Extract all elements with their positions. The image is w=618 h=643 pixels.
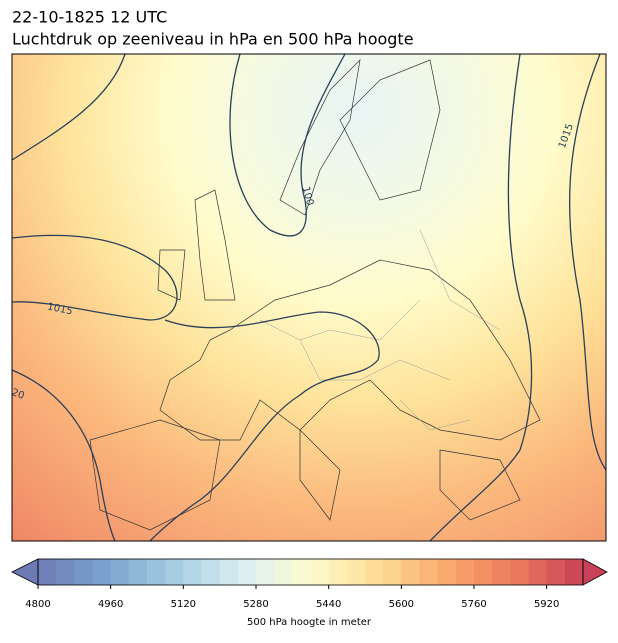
subtitle: Luchtdruk op zeeniveau in hPa en 500 hPa…: [12, 30, 414, 49]
colorbar-bin: [437, 559, 457, 585]
colorbar-bin: [383, 559, 402, 585]
colorbar-tick-label: 5120: [171, 599, 196, 610]
colorbar-bin: [183, 559, 202, 585]
colorbar-tick-label: 5440: [316, 599, 341, 610]
colorbar-bin: [419, 559, 439, 585]
colorbar-bin: [256, 559, 275, 585]
colorbar-bin: [292, 559, 311, 585]
colorbar-bin: [92, 559, 112, 585]
contour-label: 20: [10, 387, 26, 402]
colorbar-bin: [237, 559, 257, 585]
colorbar-bin: [455, 559, 475, 585]
colorbar-extend-low: [11, 558, 39, 586]
colorbar-tick-label: 5920: [534, 599, 559, 610]
isobar: [12, 54, 126, 161]
colorbar-bin: [492, 559, 511, 585]
colorbar-bin: [147, 559, 166, 585]
colorbar-bin: [528, 559, 548, 585]
colorbar-bin: [328, 559, 348, 585]
map: 1015 1015 100 20: [10, 54, 606, 541]
colorbar-bin: [401, 559, 420, 585]
title: 22-10-1825 12 UTC: [12, 8, 167, 27]
isobar: [229, 54, 346, 237]
colorbar: 4800 4960 5120 5280 5440 5600 5760 5920: [11, 558, 608, 610]
colorbar-bin: [165, 559, 184, 585]
coastline: [89, 58, 541, 531]
colorbar-bin: [310, 559, 330, 585]
height-field: [12, 54, 606, 541]
borders: [259, 229, 501, 431]
colorbar-tick-label: 4960: [98, 599, 123, 610]
colorbar-tick-label: 5600: [389, 599, 414, 610]
colorbar-bin: [510, 559, 529, 585]
isobar: [12, 369, 116, 541]
colorbar-label: 500 hPa hoogte in meter: [247, 617, 372, 628]
colorbar-tick-label: 5280: [243, 599, 268, 610]
colorbar-bin: [365, 559, 384, 585]
colorbar-bin: [201, 559, 221, 585]
colorbar-tick-label: 5760: [461, 599, 486, 610]
isobar: [12, 234, 178, 321]
isobar: [568, 54, 606, 471]
contour-label: 100: [300, 185, 316, 206]
colorbar-bin: [274, 559, 293, 585]
colorbar-frame: [37, 558, 584, 586]
colorbar-bin: [38, 559, 57, 585]
colorbar-bin: [219, 559, 239, 585]
colorbar-bin: [110, 559, 130, 585]
colorbar-bin: [128, 559, 148, 585]
colorbar-extend-high: [582, 558, 608, 586]
isobar: [429, 54, 533, 541]
contour-label: 1015: [46, 301, 73, 317]
colorbar-bin: [74, 559, 93, 585]
colorbar-bin: [346, 559, 366, 585]
isobar: [149, 311, 380, 541]
colorbar-bin: [474, 559, 493, 585]
colorbar-bin: [546, 559, 566, 585]
colorbar-tick-label: 4800: [25, 599, 50, 610]
colorbar-bin: [564, 559, 584, 585]
map-frame: [11, 53, 607, 542]
colorbar-bin: [56, 559, 75, 585]
